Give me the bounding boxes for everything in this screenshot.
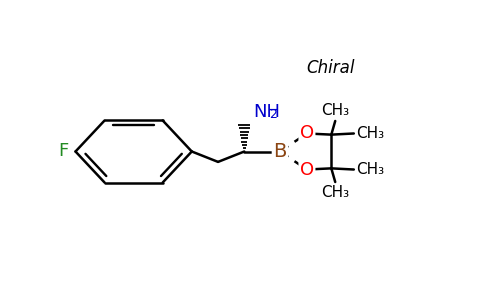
Text: O: O [300,124,314,142]
Text: B: B [273,142,287,161]
Text: CH₃: CH₃ [356,162,384,177]
Text: CH₃: CH₃ [356,126,384,141]
Text: 2: 2 [270,109,277,122]
Text: NH: NH [254,103,281,122]
Text: O: O [300,160,314,178]
Text: CH₃: CH₃ [321,103,349,118]
Text: CH₃: CH₃ [321,185,349,200]
Text: F: F [59,142,69,160]
Text: Chiral: Chiral [306,59,355,77]
